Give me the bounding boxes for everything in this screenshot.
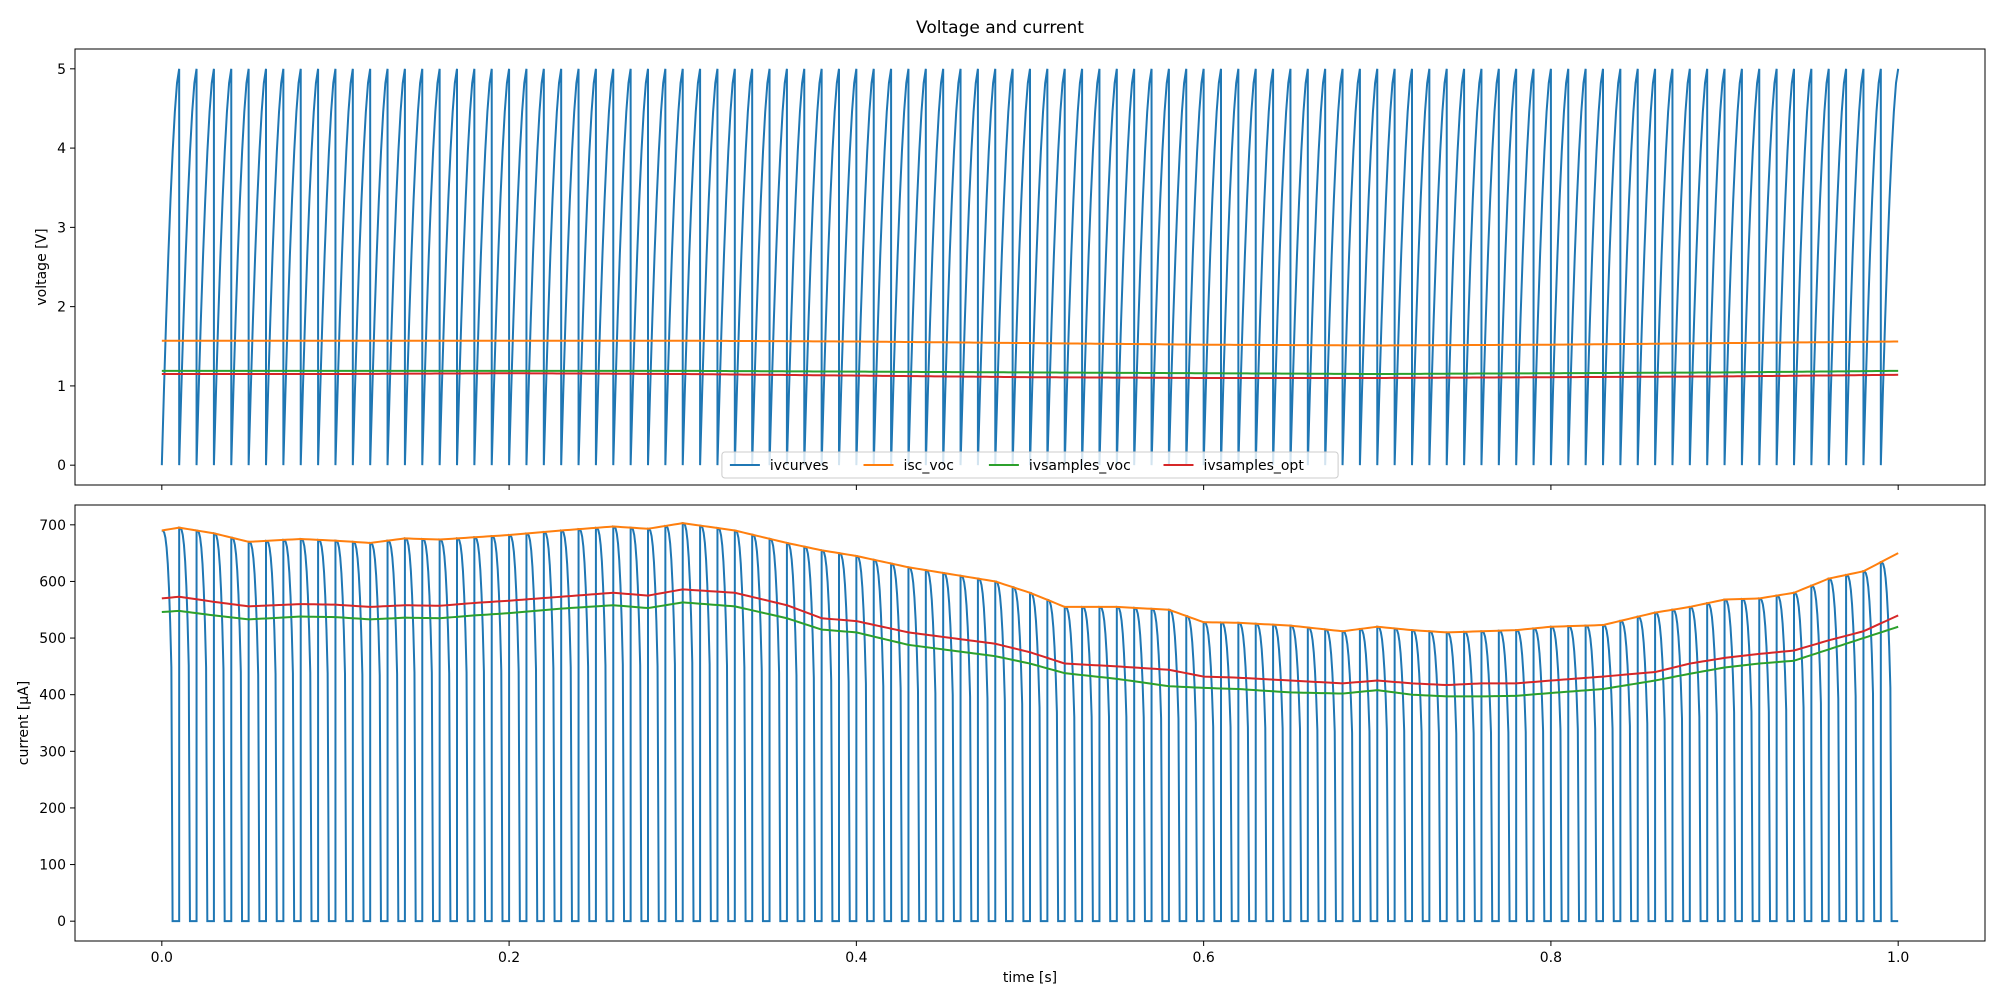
current-xtick-label: 0.2: [498, 950, 520, 966]
voltage-series-ivsamples-voc: [161, 369, 1899, 376]
legend-box: [721, 451, 1339, 479]
voltage-ytick-label: 2: [57, 300, 66, 316]
voltage-series-ivcurves: [160, 68, 1900, 466]
voltage-axis-label: voltage [V]: [34, 228, 50, 305]
legend-label-ivsamples-voc: ivsamples_voc: [1029, 458, 1131, 474]
current-axes: 0 100 200 300 400 500 600 700 0.0 0.2 0.4 0.6 0.8 1.0: [39, 518, 1909, 966]
chart-title: Voltage and current: [916, 18, 1084, 38]
current-plot-frame: [74, 504, 1986, 942]
current-ytick-label: 700: [39, 518, 66, 534]
time-axis-label: time [s]: [1003, 970, 1057, 986]
current-series-ivcurves: [161, 521, 1899, 923]
current-series-ivsamples-opt: [161, 588, 1899, 687]
current-xtick-label: 0.0: [151, 950, 173, 966]
current-ytick-label: 300: [39, 744, 66, 760]
current-series-isc-voc: [161, 522, 1899, 634]
voltage-ytick-label: 3: [57, 220, 66, 236]
current-xtick-label: 0.4: [845, 950, 867, 966]
current-ytick-label: 600: [39, 574, 66, 590]
voltage-panel: 0 1 2 3 4 5 voltage [V] ivcurves isc_voc ivsamp…: [34, 48, 1986, 490]
current-series-ivsamples-voc: [161, 601, 1899, 698]
current-ytick-label: 400: [39, 688, 66, 704]
current-xtick-label: 0.6: [1193, 950, 1215, 966]
current-series-group: [161, 521, 1899, 923]
voltage-ytick-label: 1: [57, 379, 66, 395]
voltage-series-ivsamples-opt: [161, 372, 1899, 379]
current-ytick-label: 100: [39, 858, 66, 874]
current-xtick-label: 0.8: [1540, 950, 1562, 966]
current-axis-label: current [μA]: [16, 681, 32, 765]
legend-label-ivsamples-opt: ivsamples_opt: [1204, 458, 1305, 474]
voltage-ytick-label: 4: [57, 141, 66, 157]
voltage-series-group: [160, 68, 1900, 466]
voltage-ytick-label: 5: [57, 62, 66, 78]
current-xtick-label: 1.0: [1887, 950, 1909, 966]
current-ytick-label: 500: [39, 631, 66, 647]
current-ytick-label: 0: [57, 914, 66, 930]
legend-label-isc-voc: isc_voc: [904, 458, 954, 474]
voltage-series-isc-voc: [161, 339, 1899, 347]
current-panel: 0 100 200 300 400 500 600 700 0.0 0.2 0.4 0.6 0.8 1.0…: [16, 504, 1986, 986]
legend: ivcurves isc_voc ivsamples_voc ivsamples_op…: [721, 451, 1339, 479]
voltage-plot-frame: [74, 48, 1986, 486]
legend-label-ivcurves: ivcurves: [770, 458, 829, 474]
voltage-axes: 0 1 2 3 4 5: [57, 62, 1899, 490]
voltage-ytick-label: 0: [57, 458, 66, 474]
current-ytick-label: 200: [39, 801, 66, 817]
